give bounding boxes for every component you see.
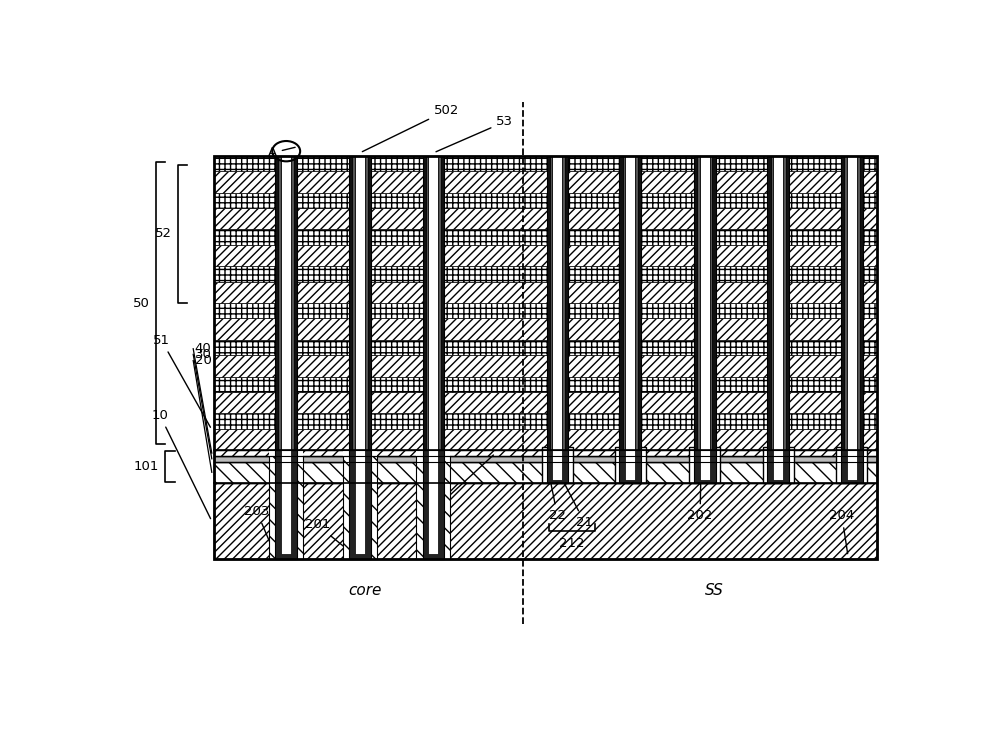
Bar: [689, 447, 720, 483]
Bar: [625, 447, 635, 480]
Bar: [550, 155, 565, 450]
Bar: [547, 447, 568, 483]
Bar: [694, 447, 716, 483]
Bar: [281, 450, 291, 553]
Bar: [275, 450, 297, 559]
Text: 20: 20: [195, 354, 212, 367]
Bar: [615, 447, 646, 483]
Bar: [214, 172, 877, 193]
Bar: [349, 155, 371, 450]
Bar: [625, 155, 635, 450]
Text: 203: 203: [244, 505, 273, 551]
Bar: [552, 155, 562, 450]
Bar: [623, 155, 638, 450]
Bar: [281, 155, 291, 450]
Bar: [767, 155, 789, 450]
Bar: [214, 392, 877, 413]
Bar: [547, 155, 568, 450]
Bar: [847, 447, 857, 480]
Bar: [214, 462, 877, 483]
Bar: [214, 356, 877, 377]
Bar: [214, 318, 877, 340]
Bar: [214, 303, 877, 318]
Bar: [278, 155, 294, 450]
Text: 101: 101: [134, 460, 159, 474]
Bar: [542, 447, 573, 483]
Bar: [767, 447, 789, 483]
Text: 22: 22: [549, 480, 566, 523]
Bar: [697, 155, 712, 450]
Bar: [214, 413, 877, 429]
Text: 502: 502: [362, 104, 459, 152]
Bar: [552, 447, 562, 480]
Bar: [773, 447, 783, 480]
Bar: [214, 155, 877, 172]
Text: 51: 51: [153, 334, 210, 427]
Bar: [619, 155, 641, 450]
Bar: [214, 450, 877, 456]
Bar: [214, 245, 877, 266]
Text: 53: 53: [436, 115, 513, 152]
Bar: [841, 155, 863, 450]
Bar: [214, 429, 877, 450]
Bar: [773, 155, 783, 450]
Text: 212: 212: [559, 537, 585, 550]
Bar: [428, 155, 438, 450]
Bar: [428, 450, 438, 553]
Bar: [343, 456, 377, 559]
Bar: [214, 229, 877, 245]
Text: 30: 30: [195, 348, 212, 361]
Text: 201: 201: [305, 518, 354, 555]
Bar: [269, 450, 303, 559]
Bar: [763, 447, 794, 483]
Bar: [700, 155, 710, 450]
Text: 202: 202: [687, 480, 713, 523]
Bar: [269, 456, 303, 559]
Bar: [214, 483, 877, 559]
Text: 501: 501: [418, 455, 493, 519]
Bar: [349, 450, 371, 559]
Bar: [423, 155, 444, 450]
Bar: [214, 208, 877, 229]
Text: 10: 10: [152, 409, 211, 519]
Bar: [214, 456, 877, 462]
Bar: [343, 450, 377, 559]
Bar: [619, 447, 641, 483]
Text: core: core: [349, 583, 382, 598]
Bar: [841, 447, 863, 483]
Bar: [275, 155, 297, 450]
Bar: [426, 155, 441, 450]
Bar: [355, 450, 365, 553]
Bar: [352, 155, 368, 450]
Text: 50: 50: [133, 297, 150, 309]
Text: 204: 204: [829, 509, 854, 553]
Bar: [214, 281, 877, 303]
Bar: [214, 377, 877, 392]
Bar: [844, 155, 860, 450]
Text: 21: 21: [273, 512, 290, 553]
Bar: [214, 266, 877, 281]
Bar: [416, 450, 450, 559]
Bar: [700, 447, 710, 480]
Bar: [423, 450, 444, 559]
Bar: [214, 340, 877, 356]
Text: SS: SS: [705, 583, 723, 598]
Bar: [214, 193, 877, 208]
Text: A: A: [268, 147, 295, 159]
Text: 21: 21: [563, 480, 593, 529]
Bar: [355, 155, 365, 450]
Bar: [836, 447, 867, 483]
Bar: [694, 155, 716, 450]
Text: 52: 52: [154, 227, 172, 240]
Bar: [847, 155, 857, 450]
Text: 40: 40: [195, 342, 212, 356]
Bar: [771, 155, 786, 450]
Bar: [416, 456, 450, 559]
Bar: [214, 155, 877, 559]
